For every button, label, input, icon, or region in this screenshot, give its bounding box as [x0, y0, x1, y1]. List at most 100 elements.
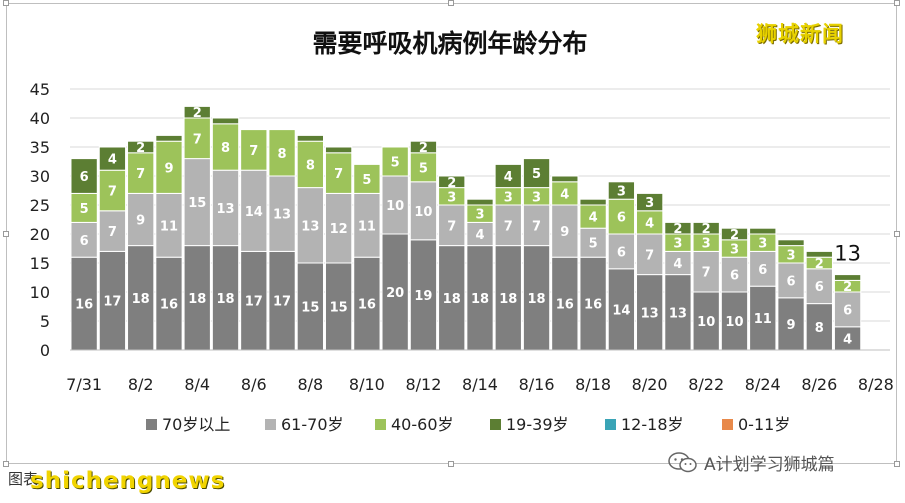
- bar-segment: [833, 274, 862, 281]
- resize-handle-top[interactable]: [448, 0, 454, 6]
- y-tick-label: 10: [30, 283, 50, 302]
- data-label: 6: [617, 245, 626, 260]
- y-tick-label: 25: [30, 196, 50, 215]
- data-label: 13: [273, 208, 291, 223]
- bar-segment: [70, 256, 98, 351]
- y-tick-label: 30: [30, 167, 50, 186]
- bar-segment: [409, 152, 438, 183]
- data-label: 2: [702, 222, 711, 237]
- footer-account: A计划学习狮城篇: [668, 450, 835, 475]
- bar-segment: [522, 158, 551, 189]
- data-label: 18: [528, 292, 546, 307]
- data-label: 11: [754, 312, 772, 327]
- bar-segment: [211, 117, 240, 125]
- bar-segment: [127, 192, 155, 247]
- bar-segment: [692, 291, 720, 351]
- bar-segment: [98, 250, 127, 351]
- bar-segment: [240, 129, 268, 171]
- resize-handle-right[interactable]: [894, 231, 900, 237]
- bar-segment: [777, 297, 805, 351]
- bar-segment: [324, 146, 353, 154]
- data-label: 16: [584, 298, 602, 313]
- resize-handle-left[interactable]: [3, 231, 9, 237]
- resize-handle-bottom-left[interactable]: [3, 461, 9, 467]
- data-label: 7: [334, 167, 343, 182]
- bar-segment: [240, 250, 268, 351]
- legend-label: 61-70岁: [281, 415, 344, 434]
- data-label: 16: [75, 298, 93, 313]
- data-label: 10: [414, 205, 432, 220]
- bar-segment: [409, 239, 438, 351]
- bar-segment: [381, 175, 409, 235]
- watermark-top-right: 狮城新闻: [756, 22, 844, 46]
- resize-handle-bottom-right[interactable]: [894, 461, 900, 467]
- data-label: 14: [245, 205, 263, 220]
- data-label: 4: [645, 216, 654, 231]
- bar-segment: [749, 227, 777, 235]
- data-label: 20: [386, 286, 404, 301]
- data-label: 3: [645, 196, 654, 211]
- data-label: 3: [758, 237, 767, 252]
- data-label: 7: [108, 225, 117, 240]
- bar-segment: [296, 140, 324, 189]
- data-label: 7: [532, 219, 541, 234]
- bar-segment: [636, 192, 664, 212]
- bar-segment: [409, 140, 438, 154]
- bar-segment: [607, 268, 636, 351]
- data-label: 3: [617, 185, 626, 200]
- data-label: 16: [160, 298, 178, 313]
- data-label: 5: [419, 161, 428, 176]
- bar-segment: [296, 134, 324, 142]
- x-tick-label: 8/22: [688, 375, 724, 394]
- resize-handle-top-right[interactable]: [894, 0, 900, 6]
- legend-label: 12-18岁: [621, 415, 684, 434]
- data-label: 18: [499, 292, 517, 307]
- data-label: 2: [730, 228, 739, 243]
- resize-handle-top-left[interactable]: [3, 0, 9, 6]
- y-tick-label: 0: [40, 341, 50, 360]
- data-label: 6: [80, 234, 89, 249]
- data-label: 4: [560, 187, 569, 202]
- data-label: 2: [843, 280, 852, 295]
- y-tick-label: 5: [40, 312, 50, 331]
- data-label: 5: [532, 167, 541, 182]
- bar-segment: [466, 245, 494, 351]
- data-label: 8: [306, 158, 315, 173]
- bar-segment: [438, 175, 466, 189]
- bar-segment: [664, 274, 692, 351]
- data-label: 4: [843, 332, 852, 347]
- bar-segment: [494, 245, 522, 351]
- bar-segment: [466, 198, 494, 206]
- data-label: 18: [471, 292, 489, 307]
- data-label: 6: [787, 274, 796, 289]
- x-tick-label: 8/6: [241, 375, 267, 394]
- y-tick-label: 35: [30, 138, 50, 157]
- data-label: 18: [188, 292, 206, 307]
- bar-segment: [607, 198, 636, 235]
- x-tick-label: 8/14: [462, 375, 498, 394]
- bar-segment: [805, 250, 833, 258]
- data-label: 9: [136, 214, 145, 229]
- data-label: 4: [108, 153, 117, 168]
- bar-segment: [551, 175, 579, 183]
- bar-segment: [720, 291, 749, 351]
- wechat-icon: [668, 451, 698, 474]
- data-label: 7: [108, 185, 117, 200]
- footer-site-watermark: shichengnews: [30, 468, 226, 494]
- resize-handle-bottom[interactable]: [448, 461, 454, 467]
- bar-segment: [607, 233, 636, 270]
- data-label: 16: [556, 298, 574, 313]
- bar-segment: [579, 198, 607, 206]
- bar-segment: [183, 245, 211, 351]
- bar-segment: [805, 268, 833, 305]
- bar-segment: [211, 169, 240, 247]
- bar-segment: [494, 163, 522, 189]
- data-label: 15: [330, 301, 348, 316]
- data-label: 5: [362, 173, 371, 188]
- data-label: 10: [697, 315, 715, 330]
- data-label: 15: [301, 301, 319, 316]
- legend-swatch: [605, 419, 616, 430]
- data-label: 6: [758, 263, 767, 278]
- bar-segment: [692, 221, 720, 235]
- bar-segment: [833, 291, 862, 328]
